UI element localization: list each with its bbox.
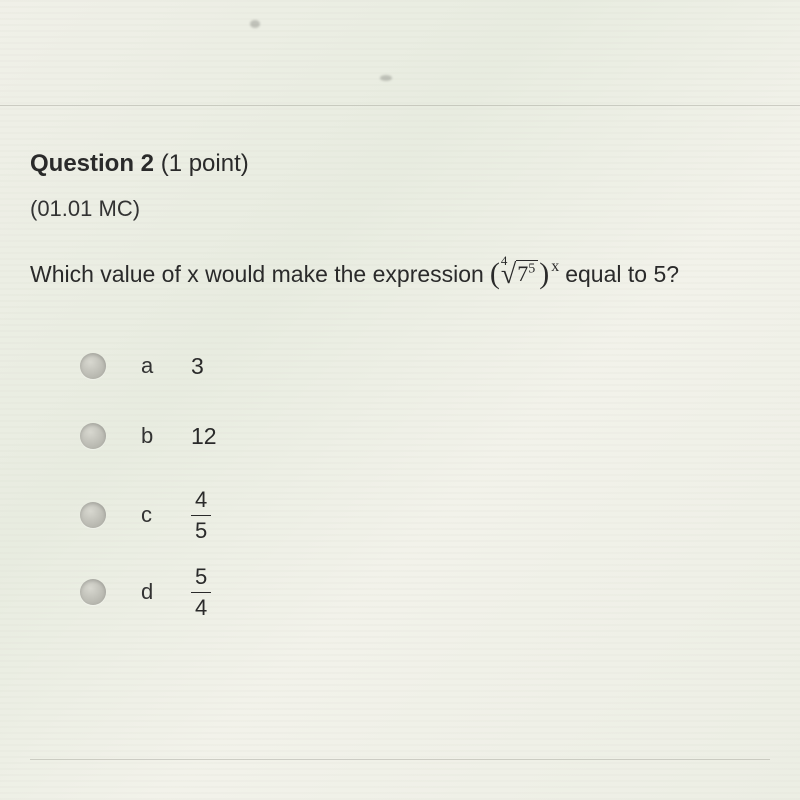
radicand-exp: 5 (528, 262, 535, 277)
option-value: 12 (191, 423, 217, 450)
outer-exponent: x (551, 258, 559, 276)
question-prompt: Which value of x would make the expressi… (30, 257, 770, 291)
fraction-denominator: 5 (191, 515, 211, 544)
question-points: (1 point) (161, 150, 249, 177)
radicand: 75 (516, 260, 538, 287)
fraction: 4 5 (191, 487, 211, 545)
question-block: Question 2 (1 point) (01.01 MC) Which va… (0, 0, 800, 670)
radio-button[interactable] (80, 423, 106, 449)
option-letter: d (141, 579, 191, 605)
radical-symbol: √ (501, 259, 516, 291)
fraction: 5 4 (191, 564, 211, 622)
fraction-numerator: 5 (191, 564, 211, 592)
fraction-numerator: 4 (191, 487, 211, 515)
question-header: Question 2 (1 point) (30, 150, 770, 178)
option-value: 4 5 (191, 486, 211, 545)
option-value: 3 (191, 353, 204, 380)
fraction-denominator: 4 (191, 592, 211, 621)
option-letter: c (141, 502, 191, 528)
option-row: c 4 5 (80, 486, 770, 545)
option-row: d 5 4 (80, 563, 770, 622)
options-list: a 3 b 12 c 4 5 d 5 4 (80, 346, 770, 622)
question-code: (01.01 MC) (30, 196, 770, 222)
option-letter: a (141, 353, 191, 379)
radical-wrap: 4√75 (501, 259, 538, 291)
bottom-divider (30, 759, 770, 760)
radio-button[interactable] (80, 579, 106, 605)
prompt-after: equal to 5? (565, 261, 679, 288)
question-label: Question 2 (30, 150, 154, 177)
math-expression: (4√75)x (490, 257, 559, 291)
radio-button[interactable] (80, 353, 106, 379)
option-value: 5 4 (191, 563, 211, 622)
radicand-base: 7 (517, 261, 528, 286)
open-paren: ( (490, 257, 500, 291)
prompt-before: Which value of x would make the expressi… (30, 261, 484, 288)
radio-button[interactable] (80, 502, 106, 528)
option-row: a 3 (80, 346, 770, 386)
option-row: b 12 (80, 416, 770, 456)
option-letter: b (141, 423, 191, 449)
close-paren: ) (539, 257, 549, 291)
